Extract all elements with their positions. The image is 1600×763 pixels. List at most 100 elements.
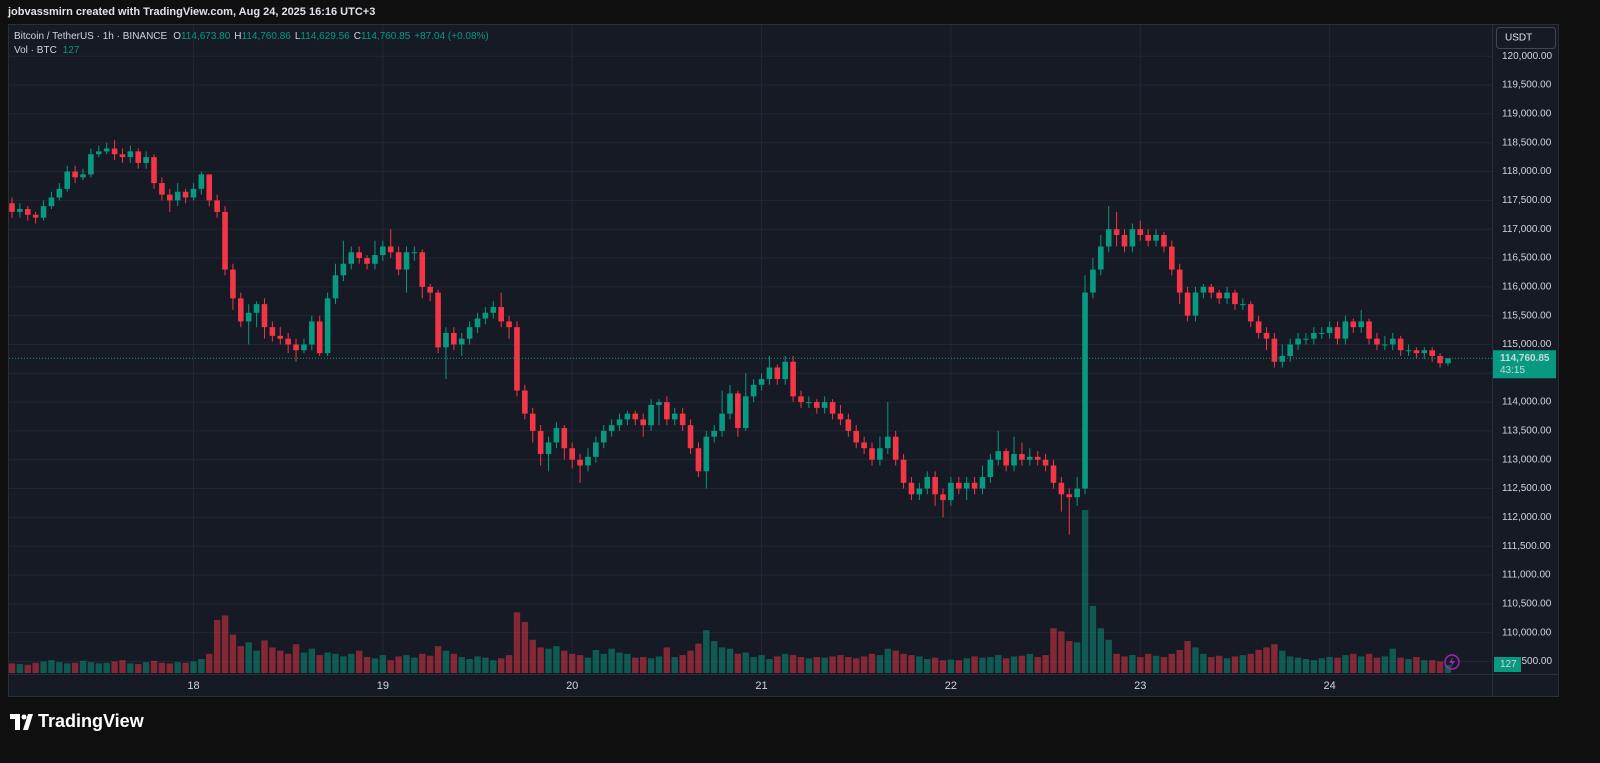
candle-body <box>151 157 157 184</box>
candle-body <box>1224 292 1230 299</box>
candle-body <box>1019 453 1025 460</box>
volume-bar <box>537 647 544 673</box>
volume-bar <box>616 652 623 673</box>
candle-body <box>427 286 433 293</box>
candle-body <box>853 430 860 443</box>
y-tick-label: 112,000.00 <box>1502 512 1552 523</box>
candle-body <box>529 413 536 431</box>
candle-body <box>632 413 639 420</box>
candle-body <box>1208 286 1215 293</box>
volume-bar <box>1208 657 1215 673</box>
candle-body <box>821 402 828 408</box>
candle-body <box>245 312 252 322</box>
volume-bar <box>261 640 268 673</box>
candle-body <box>395 252 402 270</box>
currency-button[interactable] <box>1496 27 1556 49</box>
volume-bar <box>442 650 450 673</box>
candle-body <box>17 209 23 212</box>
volume-bar <box>734 653 742 673</box>
volume-bar <box>1018 655 1026 673</box>
candle-body <box>277 335 284 339</box>
volume-bar <box>482 657 489 673</box>
y-tick-label: 116,500.00 <box>1502 253 1552 264</box>
volume-bar <box>182 662 189 673</box>
candle-body <box>829 402 836 414</box>
volume-bar <box>1444 664 1452 673</box>
tv-logo <box>10 714 33 730</box>
candle-body <box>1366 321 1372 339</box>
volume-bar <box>584 657 592 673</box>
y-tick-label: 112,500.00 <box>1502 483 1552 494</box>
volume-bar <box>821 657 828 673</box>
volume-bar <box>426 655 434 673</box>
candle-body <box>1374 338 1380 345</box>
volume-bar <box>419 653 426 673</box>
volume-bar <box>1152 655 1160 673</box>
header-text: jobvassmirn created with TradingView.com… <box>7 6 375 18</box>
volume-bar <box>229 634 237 673</box>
volume-bar <box>1073 642 1081 673</box>
candle-body <box>1034 456 1041 460</box>
y-tick-label: 117,000.00 <box>1502 224 1552 235</box>
volume-bar <box>640 657 647 673</box>
candle-body <box>774 367 781 380</box>
volume-bar <box>450 653 458 673</box>
candle-body <box>766 367 773 380</box>
volume-bar <box>355 650 363 673</box>
volume-bar <box>766 658 773 673</box>
candle-body <box>813 402 820 408</box>
volume-bar <box>1413 657 1420 673</box>
volume-bar <box>742 652 749 673</box>
volume-bar <box>1010 656 1018 673</box>
volume-bar <box>16 664 24 673</box>
volume-bar <box>1097 628 1105 673</box>
candle-body <box>1326 327 1333 333</box>
volume-bar <box>955 660 962 673</box>
volume-bar <box>1294 657 1302 673</box>
candle-body <box>1098 246 1104 270</box>
volume-bar <box>40 661 47 673</box>
volume-bar <box>1239 655 1247 673</box>
volume-bar <box>592 649 600 673</box>
candle-body <box>411 252 418 254</box>
candle-body <box>1113 229 1120 235</box>
candle-body <box>616 419 623 426</box>
legend-key: H <box>234 31 241 42</box>
volume-bar <box>884 648 891 673</box>
logo-mark <box>10 714 33 730</box>
y-tick-label: 115,500.00 <box>1502 310 1552 321</box>
y-tick-label: 111,500.00 <box>1502 541 1551 552</box>
volume-bar <box>1397 657 1404 673</box>
volume-bar <box>142 662 150 673</box>
volume-bar <box>395 656 402 673</box>
volume-bar <box>703 630 710 673</box>
candle-body <box>1184 292 1191 316</box>
y-tick-label: 113,000.00 <box>1502 454 1552 465</box>
volume-bar <box>939 660 947 673</box>
candle-body <box>372 255 378 264</box>
y-tick-label: 114,000.00 <box>1502 397 1552 408</box>
candle-body <box>561 428 568 449</box>
candle-body <box>1318 332 1325 334</box>
candle-body <box>482 312 489 319</box>
currency[interactable]: USDT <box>1505 33 1532 44</box>
volume-bar <box>924 658 931 673</box>
volume-bar <box>663 647 671 673</box>
x-tick-label: 20 <box>566 680 578 692</box>
volume-bar <box>576 655 584 673</box>
candle-body <box>727 393 733 414</box>
y-tick-label: 119,000.00 <box>1502 109 1552 120</box>
candle-body <box>24 209 31 215</box>
candle-body <box>1192 292 1199 316</box>
volume-bar <box>64 663 71 673</box>
candle-body <box>403 252 410 270</box>
volume-bar <box>1421 660 1428 673</box>
volume-bar <box>1215 655 1223 673</box>
candle-body <box>1058 482 1065 495</box>
candle-body <box>537 430 544 454</box>
volume-bar <box>48 660 55 673</box>
volume-bar <box>726 648 734 673</box>
alert-icon[interactable] <box>1444 654 1460 670</box>
candle-body <box>1413 350 1420 354</box>
volume-bar <box>750 657 757 673</box>
